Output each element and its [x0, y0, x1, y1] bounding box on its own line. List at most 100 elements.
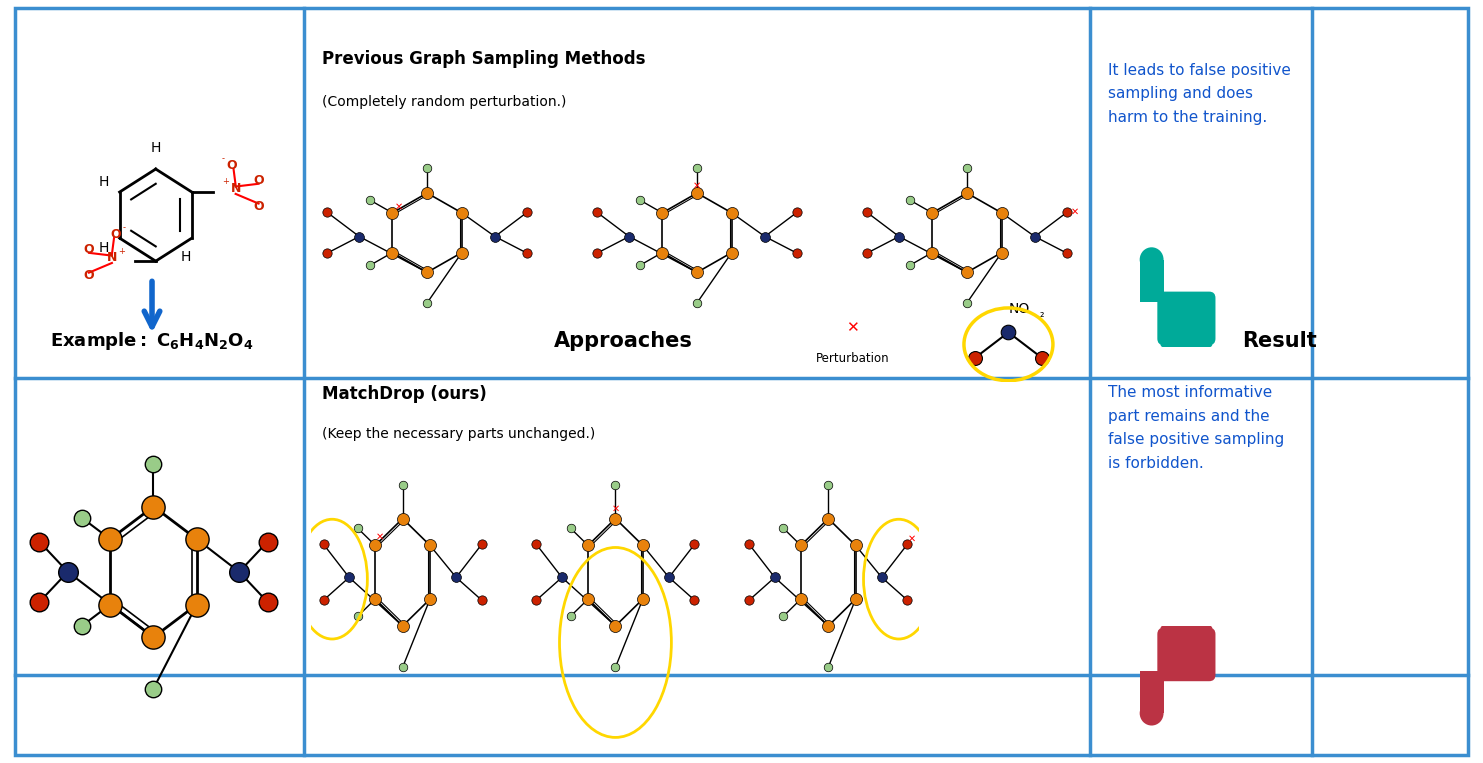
Text: O: O	[254, 174, 264, 187]
Text: NO: NO	[1008, 302, 1031, 317]
Point	[381, 207, 405, 219]
Point	[415, 266, 439, 278]
Point	[257, 536, 280, 548]
Point	[27, 536, 50, 548]
Point	[98, 533, 122, 546]
Point	[418, 593, 442, 605]
Point	[955, 266, 979, 278]
Point	[347, 230, 371, 243]
Point	[449, 207, 473, 219]
Point	[584, 247, 608, 259]
Text: (Keep the necessary parts unchanged.): (Keep the necessary parts unchanged.)	[322, 427, 595, 441]
Point	[964, 352, 988, 364]
Point	[789, 593, 813, 605]
Point	[651, 207, 675, 219]
Point	[771, 610, 795, 623]
Point	[854, 206, 878, 218]
Text: H: H	[151, 141, 160, 156]
Point	[844, 593, 868, 605]
Text: O: O	[83, 243, 95, 256]
Point	[896, 538, 919, 550]
Text: +: +	[222, 178, 230, 186]
FancyBboxPatch shape	[1160, 330, 1213, 347]
Point	[789, 539, 813, 552]
Text: MatchDrop (ours): MatchDrop (ours)	[322, 385, 486, 404]
FancyBboxPatch shape	[1157, 628, 1216, 681]
Point	[921, 246, 945, 259]
Text: ✕: ✕	[377, 532, 384, 542]
Text: O: O	[254, 201, 264, 214]
Point	[887, 230, 911, 243]
Point	[577, 593, 601, 605]
Point	[955, 187, 979, 199]
Point	[337, 571, 360, 584]
Point	[617, 230, 641, 243]
Point	[1031, 352, 1054, 364]
Point	[1056, 206, 1080, 218]
Point	[871, 571, 894, 584]
Point	[141, 631, 165, 643]
Point	[470, 538, 494, 550]
Text: ✕: ✕	[1071, 207, 1080, 217]
Point	[185, 533, 209, 546]
Point	[311, 594, 335, 607]
Point	[899, 259, 922, 272]
Point	[719, 246, 743, 259]
Point	[997, 327, 1020, 339]
Text: ✕: ✕	[611, 504, 620, 513]
Text: Result: Result	[1241, 331, 1317, 352]
Point	[630, 593, 654, 605]
Point	[550, 571, 574, 584]
Point	[896, 594, 919, 607]
Point	[185, 598, 209, 610]
Point	[71, 620, 95, 632]
Point	[854, 247, 878, 259]
Point	[311, 538, 335, 550]
Point	[737, 594, 761, 607]
Point	[314, 206, 338, 218]
Point	[921, 207, 945, 219]
Point	[525, 594, 549, 607]
Text: It leads to false positive
sampling and does
harm to the training.: It leads to false positive sampling and …	[1108, 63, 1290, 124]
Point	[516, 247, 540, 259]
Point	[604, 478, 627, 491]
Point	[445, 571, 469, 584]
Circle shape	[1140, 701, 1164, 726]
Point	[786, 247, 810, 259]
Point	[392, 478, 415, 491]
Text: ✕: ✕	[908, 534, 916, 544]
Text: O: O	[225, 159, 237, 172]
Text: ✕: ✕	[693, 180, 701, 191]
Point	[651, 246, 675, 259]
Point	[955, 297, 979, 309]
Text: Perturbation: Perturbation	[816, 352, 890, 365]
Point	[816, 661, 839, 673]
Point	[559, 522, 583, 534]
Point	[719, 207, 743, 219]
Text: -: -	[221, 154, 224, 163]
Point	[604, 661, 627, 673]
Point	[359, 195, 383, 207]
Text: ✕: ✕	[847, 320, 859, 335]
Point	[989, 207, 1013, 219]
Point	[584, 206, 608, 218]
Point	[1056, 247, 1080, 259]
Point	[525, 538, 549, 550]
Point	[415, 297, 439, 309]
Point	[559, 610, 583, 623]
Point	[685, 162, 709, 174]
Text: (Completely random perturbation.): (Completely random perturbation.)	[322, 95, 567, 109]
Text: +: +	[119, 246, 125, 256]
Text: -: -	[123, 224, 126, 233]
Point	[604, 620, 627, 632]
Point	[604, 513, 627, 525]
Point	[786, 206, 810, 218]
Point	[141, 501, 165, 513]
Point	[753, 230, 777, 243]
Text: ₂: ₂	[1040, 309, 1044, 319]
Point	[141, 459, 165, 471]
Point	[449, 246, 473, 259]
Point	[98, 598, 122, 610]
Point	[483, 230, 507, 243]
Point	[56, 566, 80, 578]
